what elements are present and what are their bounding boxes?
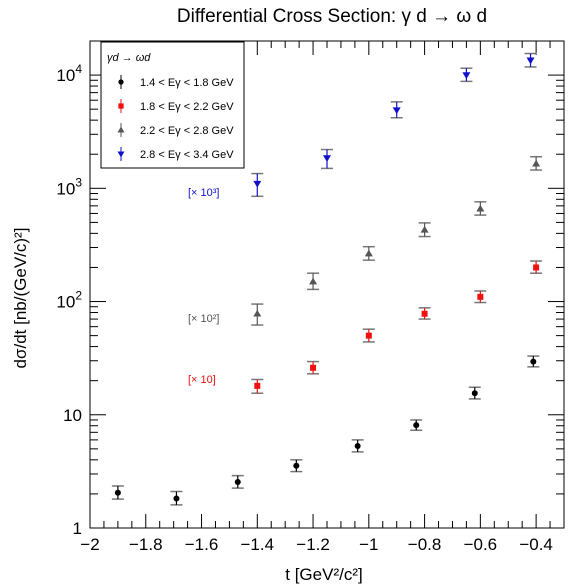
- data-point-marker: [234, 478, 241, 485]
- x-tick-label: −1.2: [296, 535, 330, 554]
- data-point: [468, 386, 481, 400]
- data-point-marker: [114, 489, 121, 496]
- data-point-marker: [254, 382, 261, 389]
- legend: γd → ωd 1.4 < Eγ < 1.8 GeV 1.8 < Eγ < 2.2…: [100, 41, 245, 169]
- x-axis-label: t [GeV²/c²]: [285, 565, 362, 584]
- data-point-marker: [476, 204, 485, 212]
- x-tick-label: −0.4: [519, 535, 553, 554]
- legend-entry: 1.4 < Eγ < 1.8 GeV: [118, 75, 234, 89]
- legend-entry: 2.8 < Eγ < 3.4 GeV: [117, 147, 234, 161]
- data-point-marker: [421, 310, 428, 317]
- data-point: [111, 485, 124, 500]
- y-tick-label: 102: [56, 289, 82, 312]
- data-point-marker: [323, 155, 331, 163]
- data-point: [390, 101, 403, 119]
- data-point: [527, 355, 540, 368]
- data-series: [251, 52, 537, 198]
- data-point-marker: [117, 151, 125, 158]
- data-point: [418, 222, 431, 238]
- data-point-marker: [118, 79, 124, 85]
- legend-title: γd → ωd: [107, 52, 151, 64]
- data-point: [410, 419, 423, 431]
- scale-factor-label: [× 10]: [188, 374, 216, 386]
- data-point: [231, 474, 244, 489]
- data-point: [251, 172, 264, 198]
- x-tick-label: −2: [80, 535, 99, 554]
- data-point-marker: [253, 309, 262, 317]
- data-point: [530, 156, 543, 171]
- scale-factor-label: [× 10²]: [188, 313, 220, 325]
- legend-entry: 1.8 < Eγ < 2.2 GeV: [118, 99, 234, 113]
- data-point: [307, 272, 320, 291]
- data-series: [111, 355, 540, 506]
- data-point-marker: [530, 358, 537, 365]
- y-tick-label: 104: [56, 62, 82, 85]
- y-axis-label: dσ/dt [nb/(GeV/c)²]: [11, 228, 30, 369]
- data-point-marker: [462, 72, 471, 80]
- data-point-marker: [420, 225, 429, 233]
- data-point: [362, 328, 375, 343]
- data-point-marker: [471, 390, 478, 397]
- y-axis-label-text: dσ/dt [nb/(GeV/c)²]: [11, 228, 30, 369]
- data-point-marker: [117, 126, 125, 133]
- data-point: [321, 148, 333, 170]
- legend-entry-label: 1.4 < Eγ < 1.8 GeV: [140, 77, 234, 89]
- data-series: [251, 260, 543, 394]
- legend-entry-label: 2.8 < Eγ < 3.4 GeV: [140, 149, 234, 161]
- data-point: [290, 459, 303, 473]
- data-point-marker: [533, 264, 540, 271]
- y-tick-label: 1: [73, 519, 82, 538]
- chart-title: Differential Cross Section: γ d → ω d: [177, 6, 487, 27]
- data-point-marker: [354, 442, 361, 449]
- data-point: [351, 439, 364, 453]
- data-point-marker: [309, 277, 318, 285]
- data-point-marker: [293, 462, 300, 469]
- data-point-marker: [392, 107, 401, 115]
- legend-box: [100, 41, 245, 169]
- data-point: [474, 290, 487, 304]
- data-point-marker: [532, 159, 541, 167]
- data-point: [251, 378, 264, 394]
- data-point-marker: [365, 332, 372, 339]
- x-tick-label: −1: [359, 535, 378, 554]
- data-point-marker: [118, 103, 124, 109]
- data-point-marker: [526, 57, 535, 65]
- y-tick-label: 103: [56, 175, 82, 198]
- data-point: [251, 303, 264, 326]
- data-point: [362, 245, 375, 261]
- x-tick-label: −1.6: [185, 535, 219, 554]
- legend-entry-label: 2.2 < Eγ < 2.8 GeV: [140, 125, 234, 137]
- data-point: [418, 307, 431, 320]
- data-point: [474, 201, 487, 216]
- data-point: [170, 490, 183, 506]
- data-point-marker: [253, 180, 262, 188]
- data-point-marker: [173, 495, 180, 502]
- data-point: [530, 260, 543, 274]
- data-point-marker: [477, 293, 484, 300]
- x-tick-label: −0.6: [464, 535, 498, 554]
- legend-entry: 2.2 < Eγ < 2.8 GeV: [117, 123, 234, 137]
- data-point-marker: [310, 364, 317, 371]
- data-point: [307, 360, 320, 375]
- data-point: [460, 67, 473, 83]
- x-tick-label: −1.4: [241, 535, 275, 554]
- data-point-marker: [364, 249, 373, 257]
- x-tick-label: −1.8: [129, 535, 163, 554]
- data-series: [251, 156, 543, 326]
- x-tick-label: −0.8: [408, 535, 442, 554]
- legend-entry-label: 1.8 < Eγ < 2.2 GeV: [140, 101, 234, 113]
- scale-factor-label: [× 10³]: [188, 187, 220, 199]
- data-point: [524, 52, 537, 68]
- y-tick-label: 10: [63, 406, 82, 425]
- data-point-marker: [413, 422, 420, 429]
